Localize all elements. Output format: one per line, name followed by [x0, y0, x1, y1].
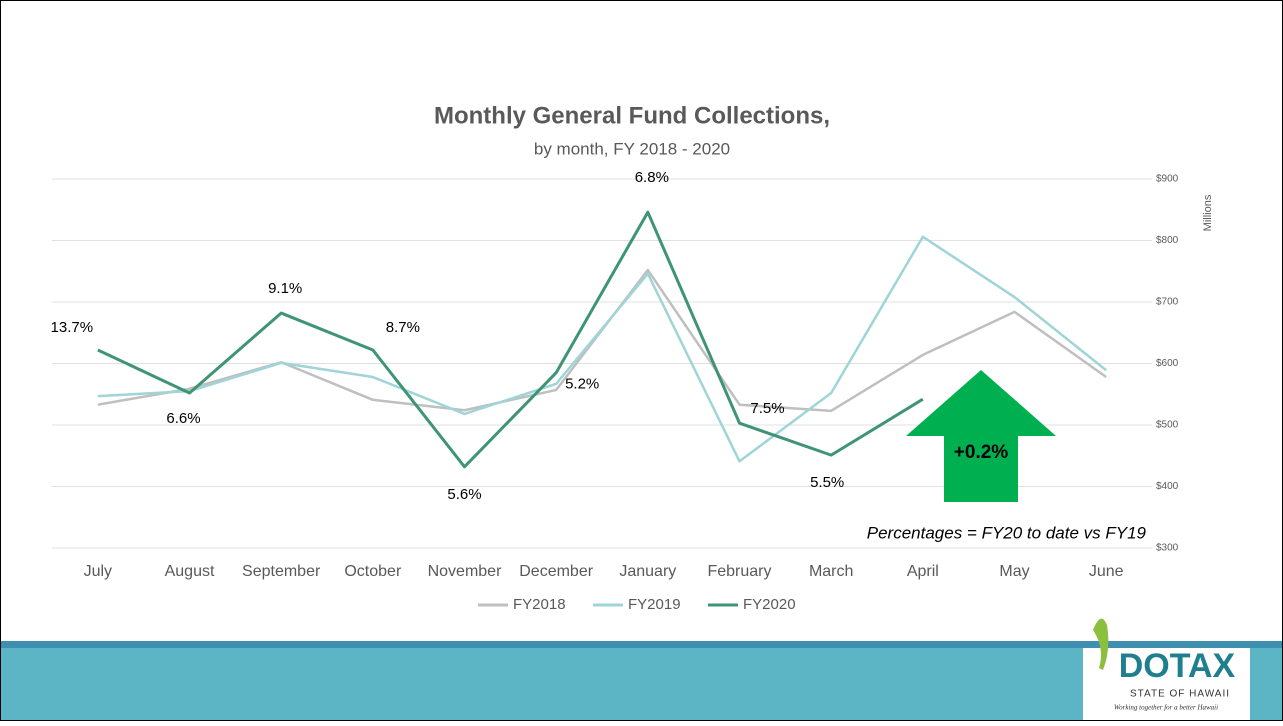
chart-title: Monthly General Fund Collections,: [434, 102, 830, 129]
x-tick-label: September: [242, 563, 321, 580]
footer-strip: [1, 641, 1282, 648]
y-tick-label: $300: [1156, 543, 1179, 554]
x-tick-label: January: [619, 563, 676, 580]
x-tick-label: December: [519, 563, 593, 580]
x-tick-label: July: [84, 563, 112, 580]
legend-label: FY2018: [513, 596, 566, 613]
footer-band: [1, 648, 1282, 720]
arrow-annotation: +0.2%: [906, 370, 1056, 502]
note: Percentages = FY20 to date vs FY19: [867, 523, 1147, 542]
point-label: 6.6%: [166, 410, 200, 427]
x-tick-label: November: [428, 563, 502, 580]
logo-bg: [1083, 648, 1250, 720]
point-label: 5.5%: [810, 474, 844, 491]
x-tick-label: February: [707, 563, 771, 580]
x-tick-label: August: [165, 563, 215, 580]
point-label: 13.7%: [51, 319, 94, 336]
series-line: [97, 210, 924, 469]
point-label: 9.1%: [268, 280, 302, 297]
x-tick-label: June: [1089, 563, 1124, 580]
x-tick-label: March: [809, 563, 853, 580]
y-tick-label: $800: [1156, 235, 1179, 246]
y-tick-label: $500: [1156, 420, 1179, 431]
legend-label: FY2019: [628, 596, 681, 613]
chart-subtitle: by month, FY 2018 - 2020: [534, 139, 730, 158]
x-tick-label: April: [907, 563, 939, 580]
point-label: 7.5%: [750, 400, 784, 417]
logo-leaf: [1093, 618, 1109, 670]
y-tick-label: $700: [1156, 297, 1179, 308]
point-label: 5.6%: [447, 486, 481, 503]
series-line: [97, 235, 1107, 463]
y-tick-label: $400: [1156, 481, 1179, 492]
x-tick-label: October: [344, 563, 402, 580]
legend-label: FY2020: [743, 596, 796, 613]
logo-line1: STATE OF HAWAII: [1130, 689, 1230, 700]
arrow: [906, 370, 1056, 502]
x-tick-label: May: [999, 563, 1029, 580]
point-label: 5.2%: [565, 376, 599, 393]
point-label: 8.7%: [386, 319, 420, 336]
logo-tagline: Working together for a better Hawaii: [1114, 704, 1218, 712]
logo: DOTAX STATE OF HAWAII Working together f…: [1083, 618, 1250, 720]
y-tick-label: $600: [1156, 358, 1179, 369]
arrow-label: +0.2%: [954, 442, 1009, 463]
y-axis-label: Millions: [1202, 194, 1214, 231]
point-label: 6.8%: [635, 169, 669, 186]
y-tick-label: $900: [1156, 174, 1179, 185]
logo-name: DOTAX: [1119, 647, 1236, 685]
